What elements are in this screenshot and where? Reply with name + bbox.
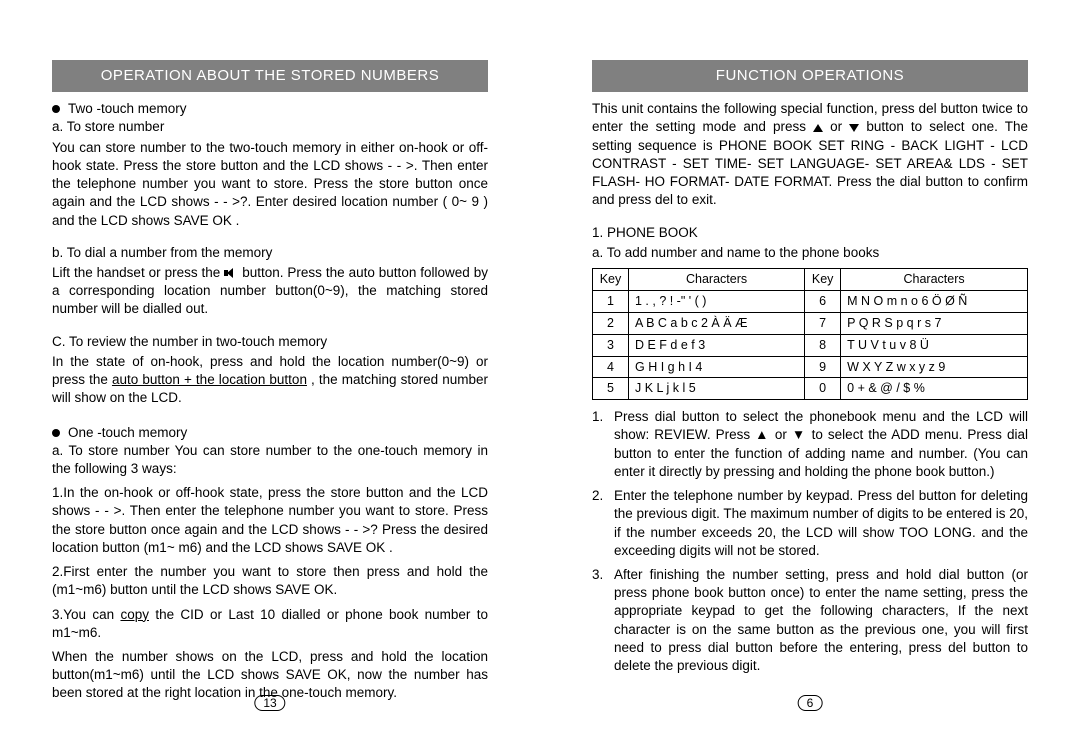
c-body-u: auto button + the location button [112,372,307,387]
speaker-icon [224,268,238,278]
step-3: 3.After finishing the number setting, pr… [592,566,1028,675]
one-touch-p1: 1.In the on-hook or off-hook state, pres… [52,484,488,557]
triangle-up-icon [813,124,823,132]
right-header: FUNCTION OPERATIONS [592,60,1028,92]
two-touch-c-body: In the state of on-hook, press and hold … [52,353,488,408]
phonebook-a: a. To add number and name to the phone b… [592,244,1028,262]
two-touch-a-body: You can store number to the two-touch me… [52,139,488,230]
two-touch-b-label: b. To dial a number from the memory [52,244,488,262]
two-touch-a-label: a. To store number [52,118,488,136]
triangle-down-icon [849,124,859,132]
two-touch-b-body: Lift the handset or press the button. Pr… [52,264,488,319]
one-touch-p3: 3.You can copy the CID or Last 10 dialle… [52,606,488,642]
two-touch-title: Two -touch memory [68,100,187,118]
one-touch-p2: 2.First enter the number you want to sto… [52,563,488,599]
phonebook-title: 1. PHONE BOOK [592,224,1028,242]
th: Characters [841,269,1028,291]
right-intro: This unit contains the following special… [592,100,1028,209]
p3-a: 3.You can [52,607,120,622]
table-row: 11 . , ? ! -" ' ( )6M N O m n o 6 Ö Ø Ñ [593,290,1028,312]
right-content: FUNCTION OPERATIONS This unit contains t… [592,60,1028,675]
two-touch-c-label: C. To review the number in two-touch mem… [52,333,488,351]
page-left: OPERATION ABOUT THE STORED NUMBERS Two -… [0,0,540,739]
manual-spread: OPERATION ABOUT THE STORED NUMBERS Two -… [0,0,1080,739]
table-row: 4G H I g h I 49W X Y Z w x y z 9 [593,356,1028,378]
table-row: 5J K L j k l 500 + & @ / $ % [593,378,1028,400]
intro-b: or [830,119,842,134]
one-touch-title-row: One -touch memory [52,424,488,442]
table-head-row: Key Characters Key Characters [593,269,1028,291]
table-row: 2A B C a b c 2 À Ä Æ7P Q R S p q r s 7 [593,312,1028,334]
left-header: OPERATION ABOUT THE STORED NUMBERS [52,60,488,92]
bullet-icon [52,105,60,113]
step-2: 2.Enter the telephone number by keypad. … [592,487,1028,560]
table-row: 3D E F d e f 38T U V t u v 8 Ü [593,334,1028,356]
two-touch-title-row: Two -touch memory [52,100,488,118]
phonebook-steps: 1.Press dial button to select the phoneb… [592,408,1028,675]
step-1-text: Press dial button to select the phoneboo… [614,408,1028,481]
bullet-icon [52,429,60,437]
step-2-text: Enter the telephone number by keypad. Pr… [614,487,1028,560]
page-number-right: 6 [798,695,823,711]
th: Characters [629,269,805,291]
th: Key [805,269,841,291]
one-touch-title: One -touch memory [68,424,187,442]
step-3-text: After finishing the number setting, pres… [614,566,1028,675]
page-right: FUNCTION OPERATIONS This unit contains t… [540,0,1080,739]
left-content: OPERATION ABOUT THE STORED NUMBERS Two -… [52,60,488,703]
one-touch-a-body: a. To store number You can store number … [52,442,488,478]
character-table: Key Characters Key Characters 11 . , ? !… [592,268,1028,400]
p3-u: copy [120,607,149,622]
step-1: 1.Press dial button to select the phoneb… [592,408,1028,481]
b-body-1: Lift the handset or press the [52,265,224,280]
page-number-left: 13 [254,695,285,711]
th: Key [593,269,629,291]
